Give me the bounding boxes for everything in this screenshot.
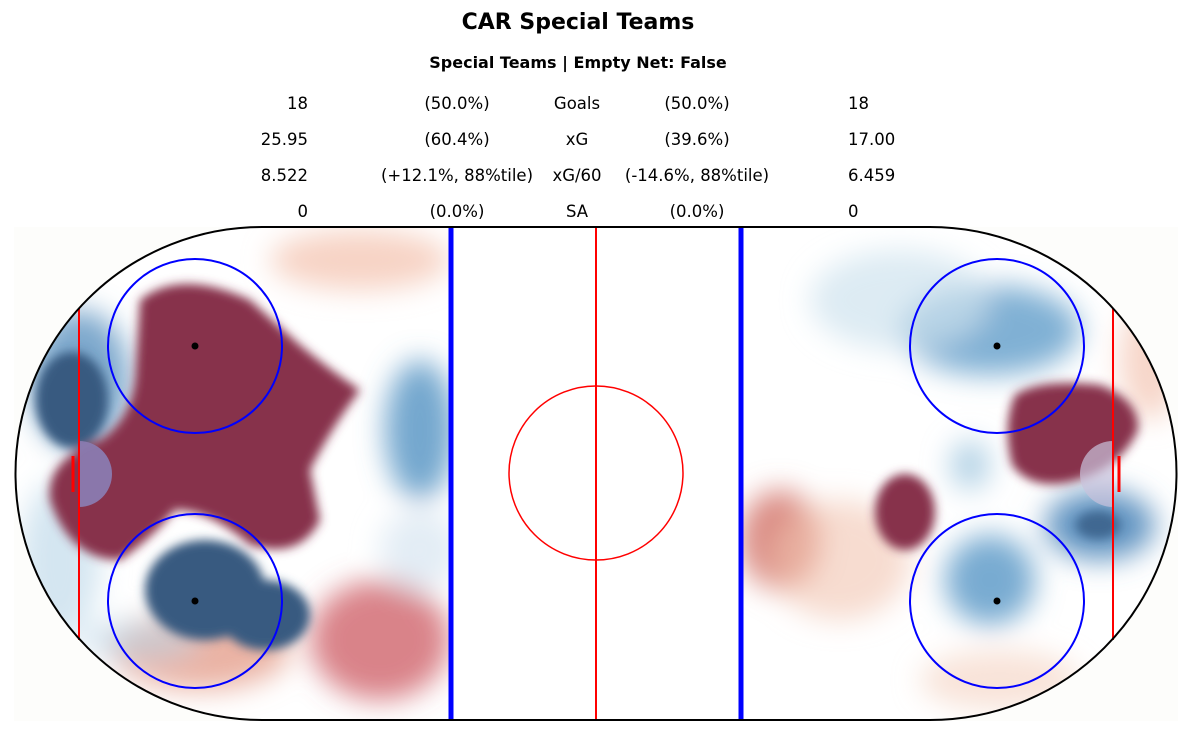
rink-boards (14, 226, 1178, 721)
sa-right-pct: (0.0%) (669, 202, 725, 221)
left-goal-crease (79, 441, 112, 507)
goals-label: Goals (553, 94, 601, 113)
xg60-right-value: 6.459 (848, 166, 896, 185)
faceoff-dot (993, 597, 1001, 605)
center-faceoff-circle (508, 385, 684, 561)
xg60-left-value: 8.522 (260, 166, 308, 185)
faceoff-dot (191, 342, 199, 350)
goals-left-value: 18 (287, 94, 308, 113)
chart-title: CAR Special Teams (461, 10, 695, 35)
xg-right-pct: (39.6%) (664, 130, 730, 149)
chart-subtitle: Special Teams | Empty Net: False (429, 53, 727, 72)
faceoff-dot (191, 597, 199, 605)
sa-label: SA (565, 202, 589, 221)
xg-left-value: 25.95 (260, 130, 308, 149)
xg60-left-pct: (+12.1%, 88%tile) (380, 166, 534, 185)
right-bottom-faceoff-circle (909, 513, 1085, 689)
goals-right-value: 18 (848, 94, 869, 113)
faceoff-dot (993, 342, 1001, 350)
xg-left-pct: (60.4%) (424, 130, 490, 149)
xg-right-value: 17.00 (848, 130, 896, 149)
right-top-faceoff-circle (909, 258, 1085, 434)
left-top-faceoff-circle (107, 258, 283, 434)
xg60-label: xG/60 (552, 166, 602, 185)
sa-left-value: 0 (297, 202, 309, 221)
goals-left-pct: (50.0%) (424, 94, 490, 113)
sa-left-pct: (0.0%) (429, 202, 485, 221)
stats-table: 18 (50.0%) Goals (50.0%) 18 25.95 (60.4%… (0, 0, 1192, 230)
xg-label: xG (565, 130, 589, 149)
xg60-right-pct: (-14.6%, 88%tile) (624, 166, 770, 185)
right-goal-crease (1080, 441, 1113, 507)
left-bottom-faceoff-circle (107, 513, 283, 689)
goals-right-pct: (50.0%) (664, 94, 730, 113)
sa-right-value: 0 (848, 202, 859, 221)
